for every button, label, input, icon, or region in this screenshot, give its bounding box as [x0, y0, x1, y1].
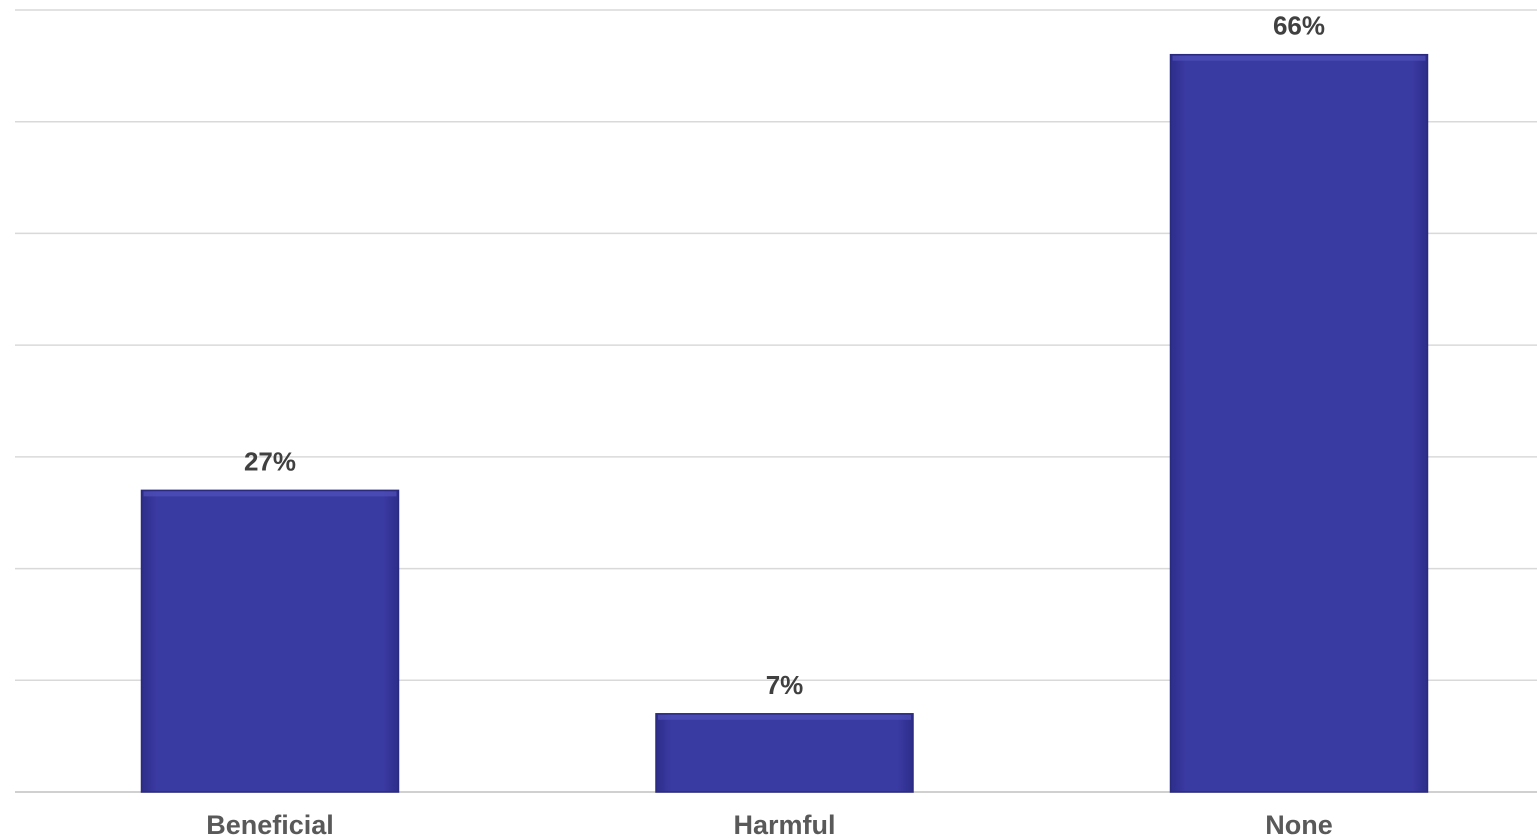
- category-labels: Beneficial Harmful None: [206, 810, 1333, 839]
- bar-highlight: [143, 491, 397, 497]
- bar-highlight: [1172, 55, 1426, 61]
- category-label-beneficial: Beneficial: [206, 810, 334, 839]
- bar-highlight: [658, 714, 911, 720]
- category-label-harmful: Harmful: [733, 810, 835, 839]
- data-label-harmful: 7%: [766, 670, 804, 700]
- bar-beneficial: [140, 489, 400, 793]
- category-label-none: None: [1265, 810, 1333, 839]
- bar-none: [1169, 53, 1429, 793]
- bar-harmful: [655, 713, 914, 793]
- bars: [140, 53, 1429, 793]
- data-label-beneficial: 27%: [244, 446, 296, 476]
- data-labels: 27% 7% 66%: [244, 11, 1325, 700]
- data-label-none: 66%: [1273, 11, 1325, 41]
